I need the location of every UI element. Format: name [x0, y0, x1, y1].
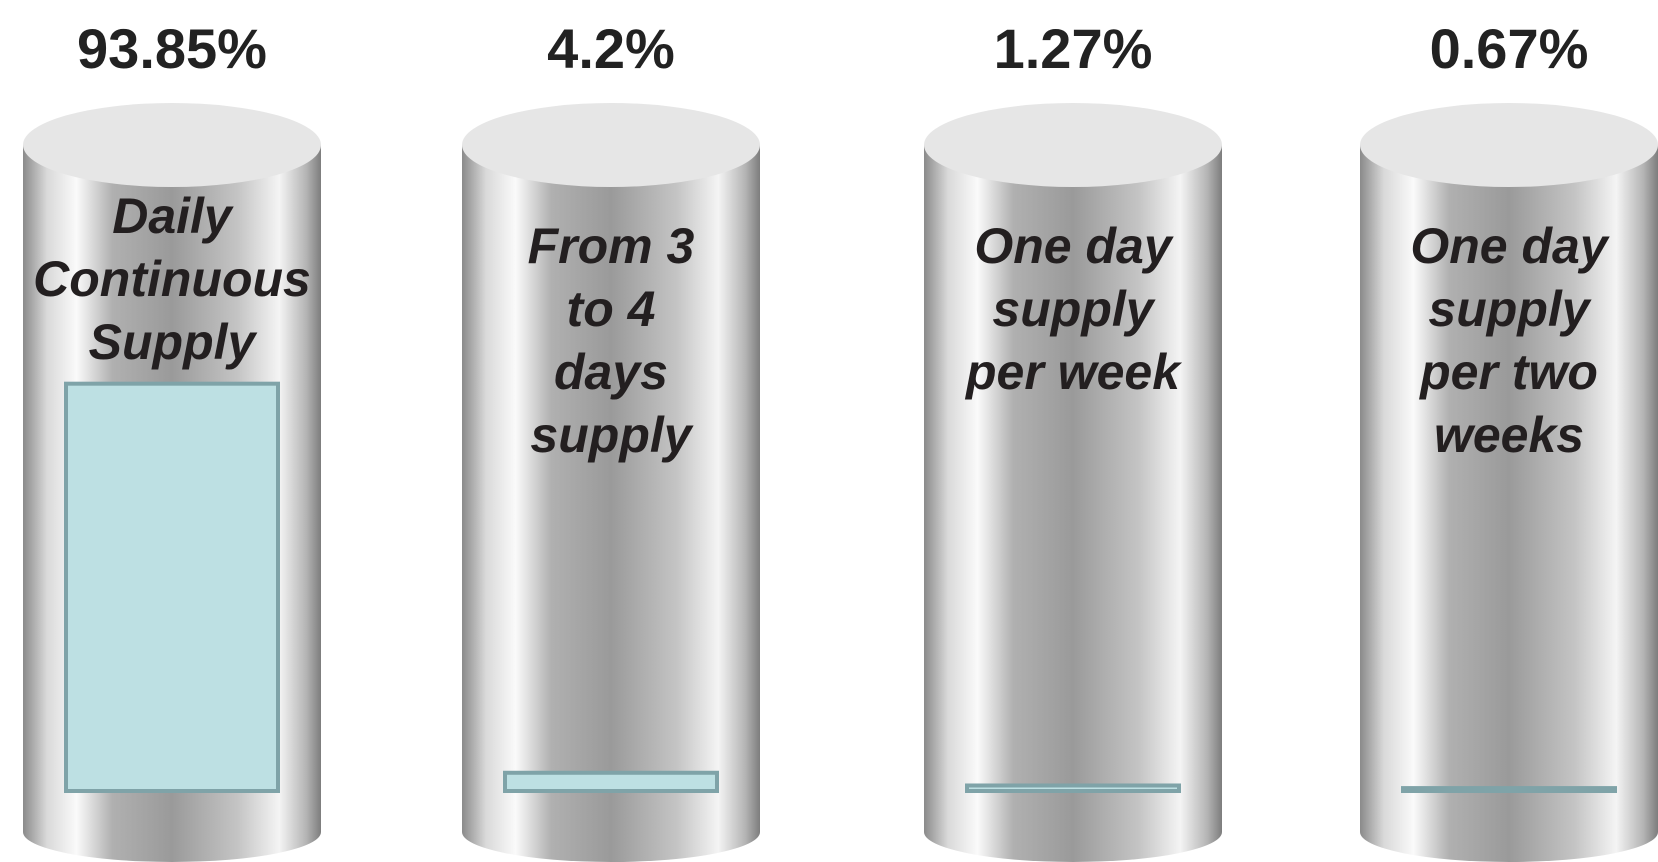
value-label: 0.67%	[1429, 17, 1589, 80]
cylinder-top	[23, 103, 321, 187]
value-label: 4.2%	[547, 17, 675, 80]
bar	[965, 783, 1181, 794]
value-label: 1.27%	[993, 17, 1153, 80]
bar	[64, 381, 280, 793]
cylinder-top	[462, 103, 760, 187]
cylinder-top	[1360, 103, 1658, 187]
bar	[503, 770, 719, 793]
cylinder-body	[462, 145, 760, 862]
cylinder-body	[924, 145, 1222, 862]
bar	[1401, 786, 1617, 794]
category-label: One day supply per week	[965, 218, 1180, 400]
cylinder-body	[1360, 145, 1658, 862]
category-label: Daily Continuous Supply	[33, 188, 311, 370]
value-label: 93.85%	[77, 17, 267, 80]
cylinder-top	[924, 103, 1222, 187]
category-label: From 3 to 4 days supply	[527, 218, 695, 463]
category-label: One day supply per two weeks	[1410, 218, 1608, 463]
